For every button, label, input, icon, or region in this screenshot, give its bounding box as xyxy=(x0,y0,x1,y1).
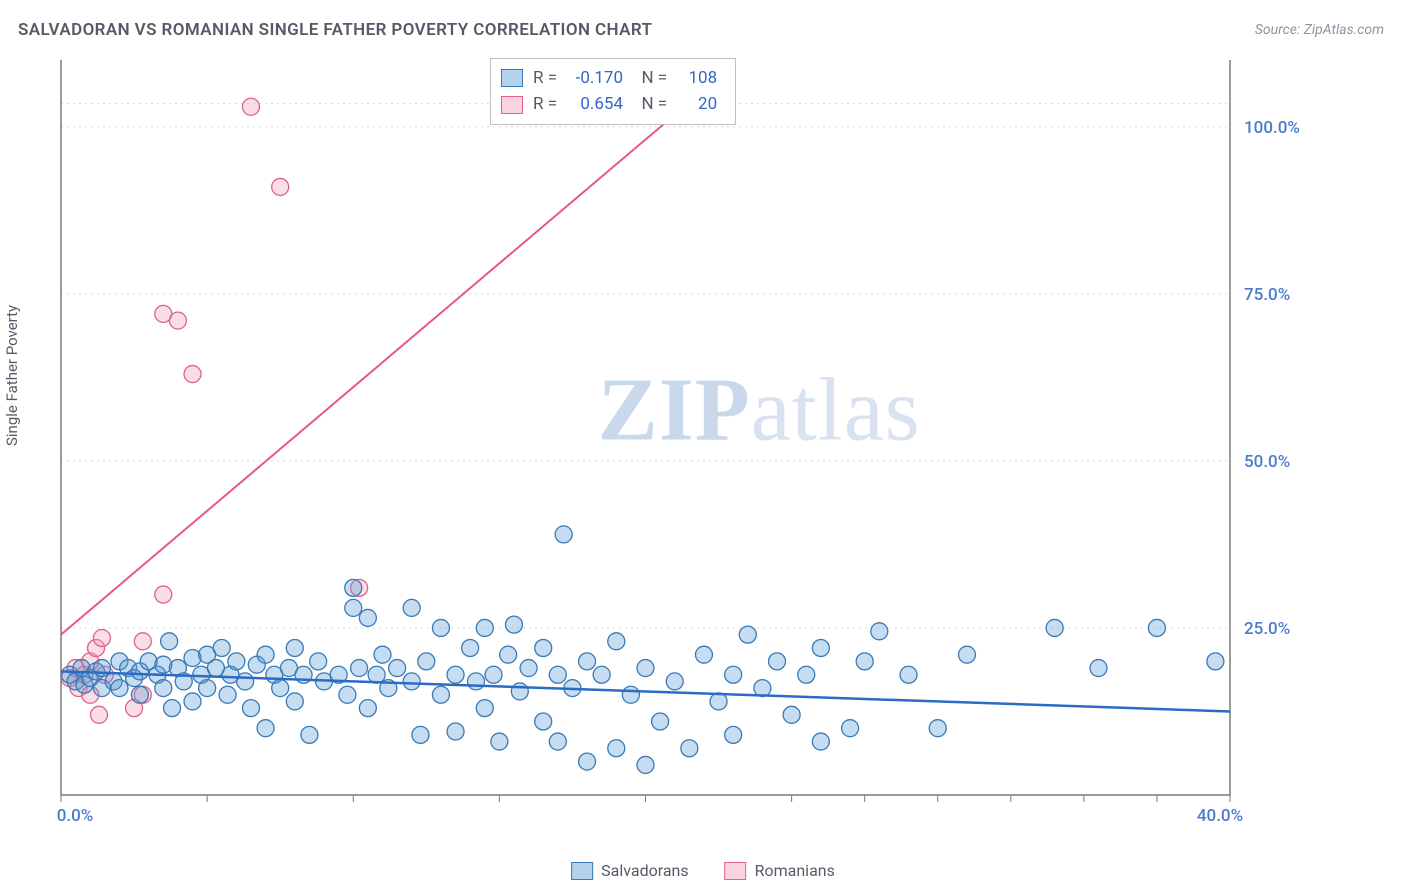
n-value-romanians: 20 xyxy=(677,91,717,117)
legend-row-salvadorans: R = -0.170 N = 108 xyxy=(501,65,717,91)
svg-text:75.0%: 75.0% xyxy=(1244,285,1290,305)
swatch-pink-icon xyxy=(501,96,523,114)
n-value-salvadorans: 108 xyxy=(677,65,717,91)
correlation-legend: R = -0.170 N = 108 R = 0.654 N = 20 xyxy=(490,58,736,125)
legend-row-romanians: R = 0.654 N = 20 xyxy=(501,91,717,117)
legend-item-romanians: Romanians xyxy=(725,861,835,880)
footer-legend: Salvadorans Romanians xyxy=(571,861,835,880)
svg-text:40.0%: 40.0% xyxy=(1197,806,1243,825)
plot-svg: 25.0% 50.0% 75.0% 100.0% 0.0% 40.0% xyxy=(55,55,1315,825)
svg-text:50.0%: 50.0% xyxy=(1244,452,1290,472)
y-axis-title: Single Father Poverty xyxy=(3,305,21,446)
swatch-pink-icon xyxy=(725,862,747,880)
swatch-blue-icon xyxy=(501,69,523,87)
svg-text:25.0%: 25.0% xyxy=(1244,619,1290,639)
source-credit: Source: ZipAtlas.com xyxy=(1255,22,1384,38)
scatter-plot: 25.0% 50.0% 75.0% 100.0% 0.0% 40.0% xyxy=(55,55,1315,825)
svg-text:0.0%: 0.0% xyxy=(57,806,94,825)
chart-title: SALVADORAN VS ROMANIAN SINGLE FATHER POV… xyxy=(18,20,652,40)
r-value-romanians: 0.654 xyxy=(567,91,623,117)
svg-text:100.0%: 100.0% xyxy=(1244,118,1300,138)
r-value-salvadorans: -0.170 xyxy=(567,65,623,91)
legend-item-salvadorans: Salvadorans xyxy=(571,861,688,880)
swatch-blue-icon xyxy=(571,862,593,880)
